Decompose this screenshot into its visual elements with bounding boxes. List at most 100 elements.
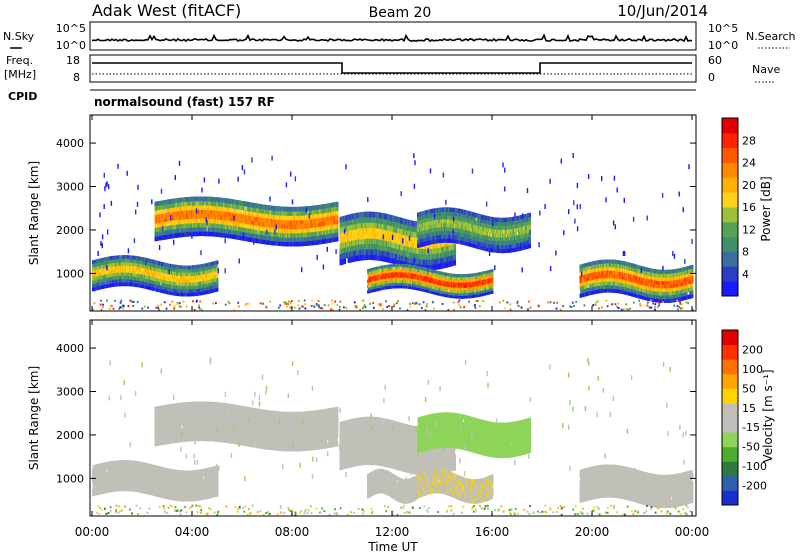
- data-cell: [204, 231, 207, 237]
- data-cell: [158, 281, 161, 286]
- data-cell: [178, 282, 181, 286]
- data-cell: [453, 254, 456, 261]
- data-cell: [184, 201, 187, 207]
- data-cell: [118, 255, 121, 260]
- data-cell: [196, 231, 199, 237]
- data-cell: [120, 278, 123, 283]
- data-cell: [195, 271, 198, 276]
- data-cell: [182, 265, 185, 270]
- data-cell: [210, 227, 213, 232]
- freq-unit: [MHz]: [4, 68, 36, 81]
- data-cell: [216, 280, 219, 285]
- data-cell: [183, 275, 187, 280]
- data-cell: [172, 220, 176, 226]
- data-cell: [163, 213, 166, 218]
- data-cell: [167, 216, 170, 222]
- data-cell: [336, 201, 339, 207]
- data-cell: [257, 229, 260, 235]
- data-cell: [196, 288, 199, 293]
- data-cell: [189, 222, 192, 228]
- data-cell: [145, 264, 148, 269]
- data-cell: [92, 270, 95, 275]
- data-cell: [99, 285, 102, 290]
- data-cell: [181, 268, 184, 273]
- data-cell: [246, 214, 249, 220]
- data-cell: [106, 277, 109, 282]
- data-cell: [179, 265, 182, 270]
- data-cell: [164, 290, 167, 294]
- data-cell: [122, 255, 126, 259]
- data-cell: [172, 267, 175, 272]
- data-cell: [97, 279, 101, 283]
- data-cell: [117, 275, 120, 280]
- data-cell: [195, 200, 198, 206]
- data-cell: [202, 290, 205, 295]
- data-cell: [118, 262, 121, 266]
- data-cell: [175, 233, 178, 238]
- data-cell: [189, 292, 192, 297]
- data-cell: [198, 284, 201, 289]
- nave-tick-bottom: 0: [708, 71, 715, 84]
- data-cell: [207, 266, 210, 270]
- data-cell: [146, 271, 149, 276]
- data-cell: [343, 258, 347, 264]
- data-cell: [162, 226, 165, 232]
- data-cell: [116, 255, 119, 260]
- data-cell: [173, 268, 176, 272]
- data-cell: [175, 228, 178, 234]
- data-cell: [94, 286, 97, 291]
- freq-label: Freq.: [6, 54, 33, 67]
- data-cell: [168, 203, 171, 209]
- data-cell: [152, 273, 155, 278]
- date-label: 10/Jun/2014: [617, 2, 708, 20]
- data-cell: [158, 261, 162, 266]
- data-cell: [122, 275, 126, 280]
- data-cell: [120, 255, 123, 260]
- data-cell: [186, 201, 190, 207]
- data-cell: [336, 236, 339, 242]
- data-cell: [214, 218, 217, 224]
- data-cell: [108, 270, 111, 274]
- data-cell: [216, 260, 219, 265]
- data-cell: [287, 241, 290, 247]
- data-cell: [151, 266, 154, 271]
- data-cell: [119, 272, 122, 276]
- data-cell: [98, 272, 101, 277]
- nsky-tick-bottom: 10^0: [56, 39, 86, 52]
- data-cell: [204, 205, 207, 210]
- data-cell: [216, 270, 219, 275]
- data-cell: [196, 285, 199, 289]
- data-cell: [158, 288, 162, 293]
- data-cell: [110, 273, 113, 277]
- data-cell: [162, 272, 165, 277]
- data-cell: [206, 201, 209, 206]
- data-cell: [154, 263, 157, 268]
- data-cell: [336, 214, 339, 220]
- data-cell: [213, 285, 216, 289]
- data-cell: [124, 278, 127, 283]
- freq-tick-top: 18: [66, 54, 80, 67]
- data-cell: [200, 196, 204, 202]
- data-cell: [175, 264, 178, 269]
- data-cell: [217, 223, 220, 229]
- data-cell: [336, 223, 339, 229]
- beam-label: Beam 20: [369, 5, 432, 21]
- data-cell: [149, 272, 152, 277]
- data-cell: [133, 279, 136, 284]
- data-cell: [268, 218, 271, 224]
- data-cell: [139, 270, 142, 275]
- data-cell: [106, 270, 109, 275]
- data-cell: [137, 280, 140, 284]
- data-cell: [437, 252, 440, 259]
- data-cell: [161, 289, 164, 293]
- data-cell: [242, 218, 245, 224]
- data-cell: [216, 277, 219, 282]
- data-cell: [122, 265, 126, 270]
- data-cell: [174, 211, 177, 217]
- data-cell: [189, 231, 192, 237]
- data-cell: [92, 277, 95, 281]
- cpid-label: CPID: [8, 90, 37, 103]
- data-cell: [403, 245, 406, 252]
- nsky-trace: [92, 33, 693, 43]
